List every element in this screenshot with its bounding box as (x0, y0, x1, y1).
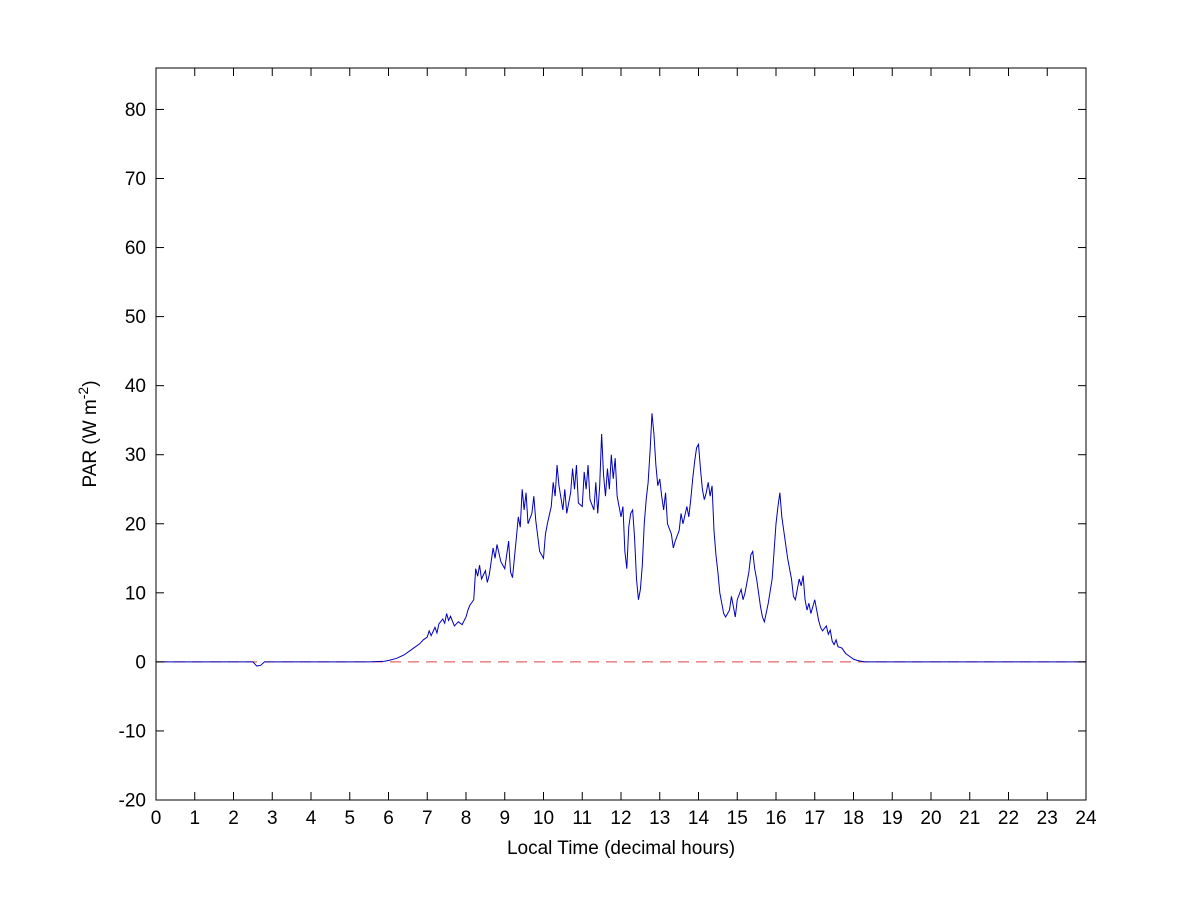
x-tick-label: 16 (765, 808, 786, 829)
y-tick-label: 70 (125, 169, 146, 190)
y-tick-label: 30 (125, 445, 146, 466)
series-par-measured (156, 413, 1086, 667)
x-tick-label: 24 (1075, 808, 1097, 829)
x-tick-label: 22 (998, 808, 1019, 829)
y-tick-label: 50 (125, 307, 146, 328)
x-tick-label: 12 (610, 808, 631, 829)
x-tick-label: 19 (882, 808, 903, 829)
y-axis-label: PAR (W m-2) (75, 380, 101, 487)
y-tick-label: -10 (119, 721, 146, 742)
x-axis-label: Local Time (decimal hours) (507, 838, 735, 859)
x-axis-tick-labels: 0 1 2 3 4 5 6 7 8 9 10 11 12 13 14 15 16 17 18 19 20 21 22 23 24 (151, 808, 1097, 829)
x-tick-label: 11 (572, 808, 592, 829)
x-tick-label: 1 (189, 808, 200, 829)
x-tick-label: 23 (1037, 808, 1058, 829)
y-tick-label: 40 (125, 376, 146, 397)
x-tick-label: 2 (228, 808, 239, 829)
plot-axes (155, 67, 1087, 801)
y-axis-tick-labels: -20 -10 0 10 20 30 40 50 60 70 80 (119, 100, 146, 812)
x-tick-label: 15 (727, 808, 748, 829)
y-tick-label: 0 (135, 652, 146, 673)
x-tick-label: 18 (843, 808, 864, 829)
x-tick-label: 10 (533, 808, 554, 829)
x-tick-label: 0 (151, 808, 162, 829)
x-tick-label: 21 (959, 808, 980, 829)
y-tick-label: 60 (125, 238, 146, 259)
y-tick-label: -20 (119, 791, 146, 812)
x-tick-label: 4 (306, 808, 317, 829)
x-tick-label: 3 (267, 808, 278, 829)
x-tick-label: 14 (688, 808, 710, 829)
x-tick-label: 7 (422, 808, 433, 829)
x-tick-label: 13 (649, 808, 670, 829)
x-tick-label: 20 (920, 808, 941, 829)
y-tick-label: 80 (125, 100, 146, 121)
x-tick-label: 5 (344, 808, 355, 829)
y-tick-label: 10 (125, 583, 146, 604)
x-tick-label: 6 (383, 808, 394, 829)
x-tick-label: 8 (461, 808, 472, 829)
x-tick-label: 17 (804, 808, 825, 829)
x-tick-label: 9 (499, 808, 510, 829)
par-series-line (156, 413, 1086, 667)
y-tick-label: 20 (125, 514, 146, 535)
plot-box (155, 67, 1087, 801)
